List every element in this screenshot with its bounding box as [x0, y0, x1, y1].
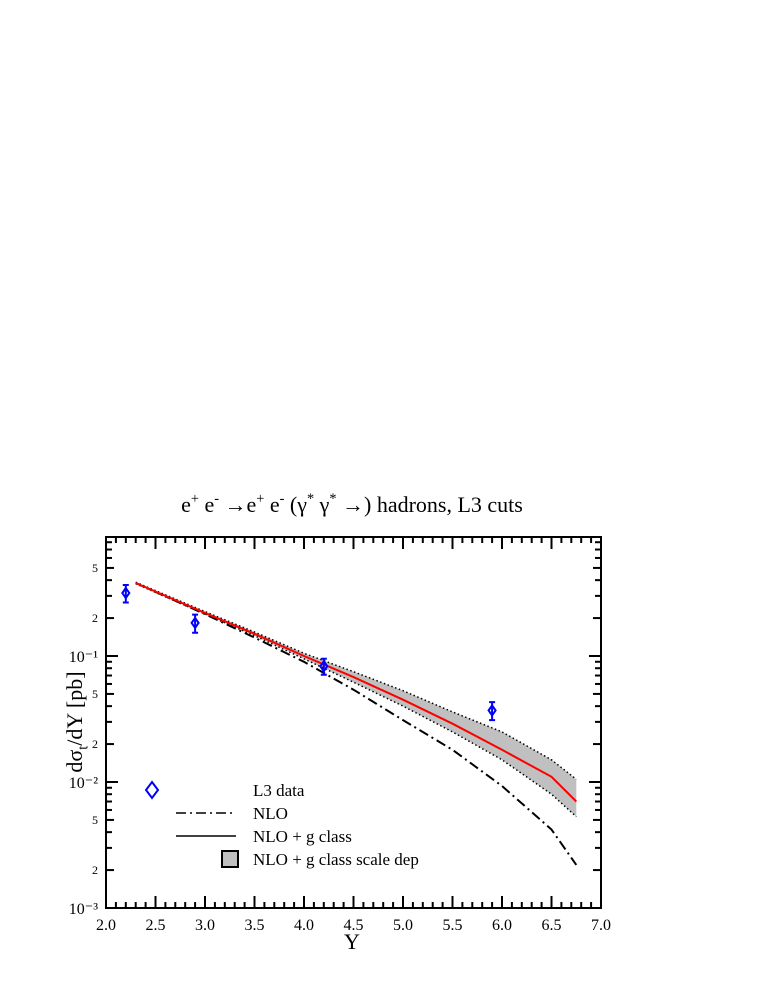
chart-title-part: γ — [314, 492, 330, 517]
y-axis-label-part: dσ — [62, 750, 87, 773]
band-edge — [135, 581, 577, 780]
chart-title-part: (γ — [284, 492, 307, 517]
x-tick-label: 2.5 — [146, 917, 166, 934]
legend-label: NLO — [253, 804, 288, 823]
y-tick-label: 2 — [92, 737, 98, 751]
y-axis-label-part: /dY [pb] — [62, 671, 87, 745]
y-tick-label: 10⁻² — [69, 775, 98, 792]
chart-title-part: + — [191, 491, 199, 507]
x-tick-label: 5.0 — [393, 917, 413, 934]
legend-label: NLO + g class scale dep — [253, 850, 419, 869]
chart-title-part: - — [280, 491, 285, 507]
legend-label: NLO + g class — [253, 827, 352, 846]
legend-box — [221, 850, 239, 868]
x-tick-label: 4.5 — [344, 917, 364, 934]
curve — [135, 582, 578, 866]
x-tick-label: 6.5 — [542, 917, 562, 934]
plot-layer — [135, 581, 578, 866]
data-point — [319, 659, 329, 673]
data-point — [121, 586, 131, 600]
chart-title-part: e — [264, 492, 279, 517]
data-point — [190, 616, 200, 630]
chart-title: e+ e- →e+ e- (γ* γ* →) hadrons, L3 cuts — [181, 491, 523, 517]
chart-title-part: →e — [219, 492, 256, 517]
band-edge — [135, 583, 577, 818]
chart-title-part: →) hadrons, L3 cuts — [337, 492, 523, 517]
chart-title-part: - — [214, 491, 219, 507]
x-tick-label: 7.0 — [591, 917, 611, 934]
y-tick-label: 5 — [92, 813, 98, 827]
chart-title-part: e — [199, 492, 214, 517]
curve — [135, 582, 578, 803]
y-axis-label-part: t — [76, 746, 92, 750]
x-tick-label: 3.0 — [195, 917, 215, 934]
y-axis-label: dσt/dY [pb] — [62, 671, 92, 772]
chart-title-part: * — [329, 491, 336, 507]
x-tick-label: 5.5 — [443, 917, 463, 934]
x-tick-label: 3.5 — [245, 917, 265, 934]
chart-title-part: e — [181, 492, 191, 517]
y-tick-label: 5 — [92, 687, 98, 701]
chart-title-part: * — [307, 491, 314, 507]
chart-title-part: + — [256, 491, 264, 507]
x-tick-label: 2.0 — [96, 917, 116, 934]
legend-label: L3 data — [253, 781, 305, 800]
y-tick-label: 10⁻¹ — [69, 649, 98, 666]
x-tick-label: 6.0 — [492, 917, 512, 934]
y-tick-label: 2 — [92, 611, 98, 625]
y-tick-label: 5 — [92, 561, 98, 575]
data-point — [487, 703, 497, 718]
legend-marker — [144, 780, 160, 800]
y-tick-label: 2 — [92, 863, 98, 877]
y-tick-label: 10⁻³ — [69, 901, 98, 918]
x-tick-label: 4.0 — [294, 917, 314, 934]
x-axis-label: Y — [344, 929, 360, 954]
